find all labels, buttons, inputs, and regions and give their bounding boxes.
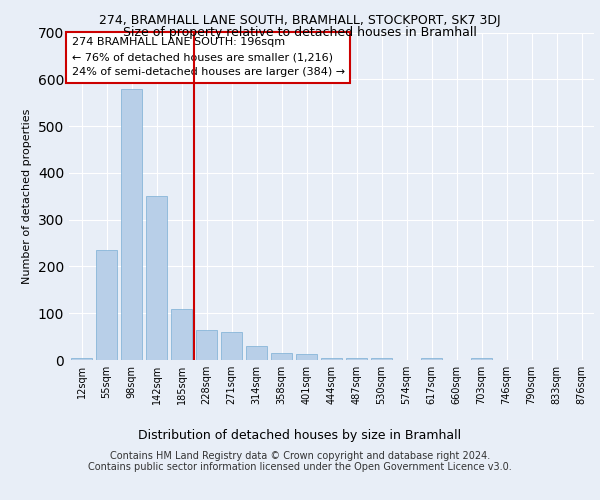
Text: Contains HM Land Registry data © Crown copyright and database right 2024.
Contai: Contains HM Land Registry data © Crown c… bbox=[88, 451, 512, 472]
Bar bbox=[371, 358, 392, 360]
Text: 274, BRAMHALL LANE SOUTH, BRAMHALL, STOCKPORT, SK7 3DJ: 274, BRAMHALL LANE SOUTH, BRAMHALL, STOC… bbox=[99, 14, 501, 27]
Bar bbox=[171, 308, 192, 360]
Text: 274 BRAMHALL LANE SOUTH: 196sqm
← 76% of detached houses are smaller (1,216)
24%: 274 BRAMHALL LANE SOUTH: 196sqm ← 76% of… bbox=[71, 38, 345, 77]
Bar bbox=[246, 346, 267, 360]
Bar bbox=[296, 354, 317, 360]
Bar bbox=[471, 358, 492, 360]
Bar bbox=[196, 330, 217, 360]
Text: Distribution of detached houses by size in Bramhall: Distribution of detached houses by size … bbox=[139, 430, 461, 442]
Bar bbox=[321, 358, 342, 360]
Bar bbox=[146, 196, 167, 360]
Bar bbox=[271, 353, 292, 360]
Bar bbox=[121, 88, 142, 360]
Text: Size of property relative to detached houses in Bramhall: Size of property relative to detached ho… bbox=[123, 26, 477, 39]
Y-axis label: Number of detached properties: Number of detached properties bbox=[22, 108, 32, 284]
Bar bbox=[346, 358, 367, 360]
Bar bbox=[96, 250, 117, 360]
Bar bbox=[421, 358, 442, 360]
Bar bbox=[71, 358, 92, 360]
Bar bbox=[221, 332, 242, 360]
